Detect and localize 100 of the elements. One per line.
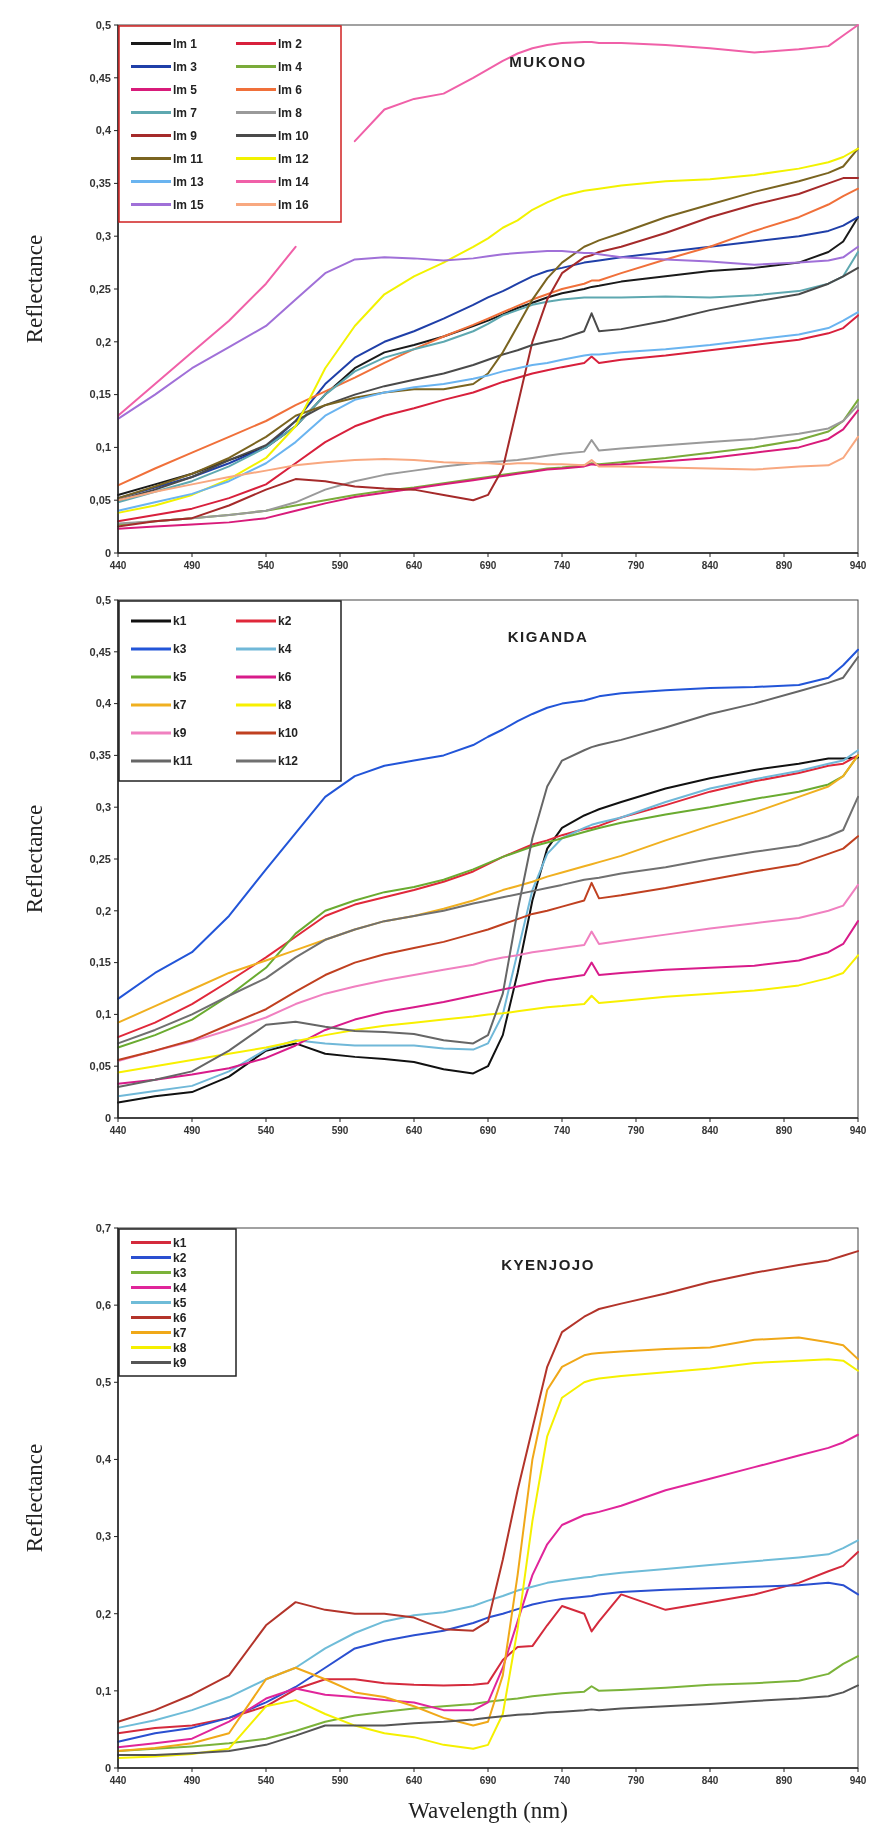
line-series bbox=[117, 1581, 859, 1743]
y-tick-label: 0,1 bbox=[95, 441, 111, 454]
y-tick-label: 0,25 bbox=[89, 852, 111, 865]
x-tick-label: 940 bbox=[849, 1775, 867, 1786]
legend-label: lm 12 bbox=[278, 151, 310, 166]
y-tick-label: 0,45 bbox=[89, 71, 111, 84]
legend-label: lm 10 bbox=[278, 128, 310, 143]
x-tick-label: 940 bbox=[849, 560, 867, 571]
legend-label: k3 bbox=[173, 642, 187, 657]
y-axis-title: Reflectance bbox=[22, 1443, 47, 1553]
y-tick-label: 0,05 bbox=[89, 494, 111, 507]
y-tick-label: 0,35 bbox=[89, 177, 111, 190]
legend-label: k6 bbox=[173, 1310, 187, 1325]
x-axis-title: Wavelength (nm) bbox=[408, 1798, 568, 1823]
y-tick-label: 0,4 bbox=[95, 1453, 112, 1466]
x-tick-label: 840 bbox=[701, 1775, 719, 1786]
legend-label: k5 bbox=[173, 1295, 187, 1310]
y-tick-label: 0,4 bbox=[95, 124, 112, 137]
x-tick-label: 590 bbox=[331, 560, 349, 571]
legend-label: lm 1 bbox=[173, 36, 198, 51]
legend-label: lm 6 bbox=[278, 82, 303, 97]
y-tick-label: 0,2 bbox=[95, 904, 111, 917]
text: KIGANDA bbox=[507, 628, 589, 645]
x-tick-label: 640 bbox=[405, 1125, 423, 1136]
y-tick-label: 0,3 bbox=[95, 801, 111, 814]
y-tick-label: 0,1 bbox=[95, 1008, 111, 1021]
legend-label: k3 bbox=[173, 1265, 187, 1280]
y-tick-label: 0,2 bbox=[95, 1607, 111, 1620]
line-series bbox=[117, 1250, 859, 1723]
legend-label: lm 11 bbox=[173, 151, 204, 166]
legend-label: lm 8 bbox=[278, 105, 303, 120]
x-tick-label: 790 bbox=[627, 1125, 645, 1136]
y-tick-label: 0,2 bbox=[95, 335, 111, 348]
x-tick-label: 790 bbox=[627, 1775, 645, 1786]
y-tick-label: 0,35 bbox=[89, 749, 111, 762]
legend-label: k1 bbox=[173, 1235, 187, 1250]
x-tick-label: 740 bbox=[553, 1125, 571, 1136]
legend-label: k12 bbox=[278, 754, 299, 769]
x-tick-label: 690 bbox=[479, 560, 497, 571]
legend-label: lm 7 bbox=[173, 105, 198, 120]
y-tick-label: 0,6 bbox=[95, 1298, 111, 1311]
legend-label: lm 3 bbox=[173, 59, 198, 74]
legend-label: k8 bbox=[173, 1340, 187, 1355]
y-tick-label: 0,15 bbox=[89, 388, 111, 401]
legend-label: lm 15 bbox=[173, 197, 205, 212]
legend-label: k4 bbox=[278, 642, 292, 657]
legend-label: k10 bbox=[278, 726, 299, 741]
legend-label: k8 bbox=[278, 698, 292, 713]
line-series bbox=[117, 1433, 859, 1749]
y-tick-label: 0 bbox=[104, 1111, 111, 1124]
legend-label: k9 bbox=[173, 726, 187, 741]
legend-label: lm 2 bbox=[278, 36, 303, 51]
y-tick-label: 0,3 bbox=[95, 230, 111, 243]
line-series bbox=[117, 835, 859, 1061]
line-series bbox=[117, 655, 859, 1088]
y-tick-label: 0,5 bbox=[95, 593, 111, 606]
legend-label: k11 bbox=[173, 754, 193, 769]
line-series bbox=[117, 1684, 859, 1756]
x-tick-label: 440 bbox=[109, 1775, 127, 1786]
legend-label: k7 bbox=[173, 1325, 187, 1340]
x-tick-label: 890 bbox=[775, 560, 793, 571]
x-tick-label: 440 bbox=[109, 1125, 127, 1136]
y-tick-label: 0,05 bbox=[89, 1060, 111, 1073]
x-tick-label: 590 bbox=[331, 1775, 349, 1786]
line-series bbox=[117, 920, 859, 1085]
x-tick-label: 690 bbox=[479, 1775, 497, 1786]
y-tick-label: 0,3 bbox=[95, 1530, 111, 1543]
legend-label: lm 13 bbox=[173, 174, 205, 189]
x-tick-label: 790 bbox=[627, 560, 645, 571]
line-series bbox=[117, 245, 859, 420]
x-tick-label: 590 bbox=[331, 1125, 349, 1136]
x-tick-label: 840 bbox=[701, 560, 719, 571]
x-tick-label: 540 bbox=[257, 1125, 275, 1136]
y-tick-label: 0,5 bbox=[95, 18, 111, 31]
legend-label: k2 bbox=[278, 614, 292, 629]
x-tick-label: 890 bbox=[775, 1775, 793, 1786]
x-tick-label: 640 bbox=[405, 1775, 423, 1786]
x-tick-label: 490 bbox=[183, 1125, 201, 1136]
y-axis-title: Reflectance bbox=[22, 804, 47, 914]
y-tick-label: 0 bbox=[104, 546, 111, 559]
y-tick-label: 0 bbox=[104, 1761, 111, 1774]
line-series bbox=[117, 435, 859, 502]
x-tick-label: 940 bbox=[849, 1125, 867, 1136]
x-tick-label: 840 bbox=[701, 1125, 719, 1136]
x-tick-label: 540 bbox=[257, 1775, 275, 1786]
legend-label: k4 bbox=[173, 1280, 187, 1295]
x-tick-label: 640 bbox=[405, 560, 423, 571]
x-tick-label: 740 bbox=[553, 560, 571, 571]
legend-label: lm 9 bbox=[173, 128, 198, 143]
legend-label: k7 bbox=[173, 698, 187, 713]
y-tick-label: 0,25 bbox=[89, 282, 111, 295]
legend-label: k9 bbox=[173, 1355, 187, 1370]
legend-label: lm 4 bbox=[278, 59, 303, 74]
legend-label: lm 5 bbox=[173, 82, 198, 97]
legend-label: k5 bbox=[173, 670, 187, 685]
y-tick-label: 0,5 bbox=[95, 1376, 111, 1389]
x-tick-label: 690 bbox=[479, 1125, 497, 1136]
line-series bbox=[117, 883, 859, 1063]
legend-label: k1 bbox=[173, 614, 187, 629]
legend-label: lm 14 bbox=[278, 174, 310, 189]
